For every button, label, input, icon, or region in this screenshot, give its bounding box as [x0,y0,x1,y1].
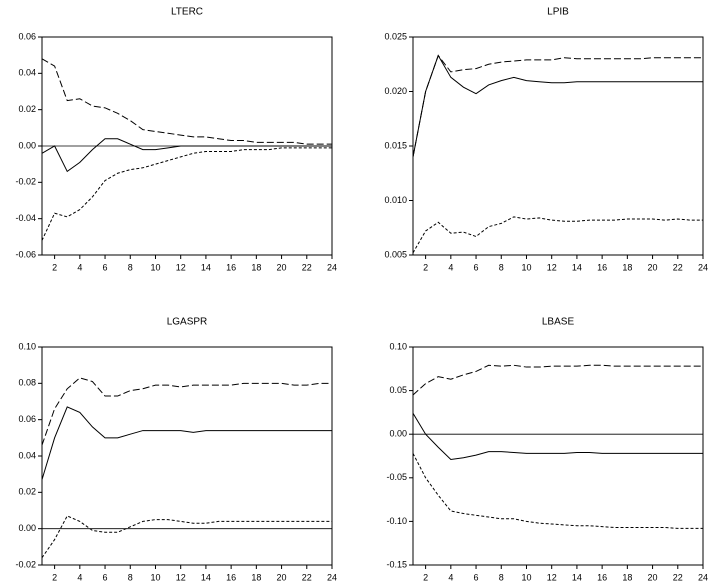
x-tick-label: 14 [201,262,211,272]
x-tick-label: 16 [597,262,607,272]
x-tick-label: 12 [547,262,557,272]
y-tick-label: 0.010 [384,195,407,205]
x-tick-label: 12 [176,262,186,272]
x-tick-label: 18 [622,572,632,582]
panel: LTERC-0.06-0.04-0.020.000.020.040.062 4 6 8… [15,7,337,273]
x-tick-label: 6 [103,262,108,272]
series-line [41,377,332,446]
plot-frame [412,36,704,256]
panel-title: LBASE [542,317,575,328]
y-tick-label: 0.04 [18,450,36,460]
x-tick-label: 4 [448,572,453,582]
panel: LGASPR-0.020.000.020.040.060.080.102 4 6 8 1… [15,317,337,583]
y-tick-label: 0.00 [389,429,407,439]
series-line [412,54,703,157]
series-line [41,406,332,480]
x-tick-label: 8 [128,572,133,582]
y-tick-label: -0.02 [15,177,36,187]
series-line [412,453,703,529]
x-tick-label: 8 [499,262,504,272]
y-tick-label: 0.08 [18,378,36,388]
x-tick-label: 14 [572,262,582,272]
x-tick-label: 6 [474,572,479,582]
x-tick-label: 14 [201,572,211,582]
x-tick-label: 2 [52,262,57,272]
x-tick-label: 4 [77,572,82,582]
x-tick-label: 18 [251,262,261,272]
panel-title: LTERC [171,7,203,18]
x-tick-label: 16 [226,262,236,272]
x-tick-label: 10 [521,572,531,582]
x-tick-label: 12 [176,572,186,582]
x-tick-label: 14 [572,572,582,582]
x-tick-label: 22 [302,572,312,582]
series-line [41,147,332,241]
series-line [412,54,703,157]
x-tick-label: 24 [698,262,708,272]
x-tick-label: 10 [150,572,160,582]
x-tick-label: 16 [597,572,607,582]
y-tick-label: 0.02 [18,487,36,497]
y-tick-label: -0.10 [386,516,407,526]
x-tick-label: 2 [423,262,428,272]
series-line [412,413,703,461]
x-tick-label: 20 [648,572,658,582]
x-tick-label: 2 [52,572,57,582]
panel: LBASE-0.15-0.10-0.050.000.050.102 4 6 8 10 12… [386,317,708,583]
y-tick-label: 0.00 [18,140,36,150]
x-tick-label: 24 [327,572,337,582]
series-line [412,216,703,254]
x-tick-label: 18 [622,262,632,272]
x-tick-label: 22 [302,262,312,272]
x-tick-label: 20 [277,572,287,582]
x-tick-label: 2 [423,572,428,582]
series-line [41,515,332,559]
y-tick-label: 0.025 [384,31,407,41]
y-tick-label: -0.04 [15,213,36,223]
y-tick-label: 0.02 [18,104,36,114]
x-tick-label: 22 [673,572,683,582]
panel-title: LGASPR [167,317,208,328]
series-line [412,364,703,396]
series-line [41,58,332,145]
y-tick-label: -0.05 [386,472,407,482]
y-tick-label: 0.00 [18,523,36,533]
x-tick-label: 12 [547,572,557,582]
plot-frame [412,346,704,566]
x-tick-label: 10 [150,262,160,272]
x-tick-label: 24 [698,572,708,582]
x-tick-label: 22 [673,262,683,272]
y-tick-label: 0.005 [384,249,407,259]
x-tick-label: 10 [521,262,531,272]
x-tick-label: 8 [499,572,504,582]
x-tick-label: 4 [77,262,82,272]
y-tick-label: -0.06 [15,249,36,259]
x-tick-label: 4 [448,262,453,272]
y-tick-label: 0.015 [384,140,407,150]
y-tick-label: -0.02 [15,559,36,569]
x-tick-label: 24 [327,262,337,272]
y-tick-label: 0.020 [384,86,407,96]
y-tick-label: 0.05 [389,385,407,395]
x-tick-label: 16 [226,572,236,582]
y-tick-label: 0.10 [389,341,407,351]
panel-title: LPIB [547,7,569,18]
y-tick-label: 0.06 [18,31,36,41]
x-tick-label: 6 [474,262,479,272]
y-tick-label: 0.10 [18,341,36,351]
x-tick-label: 8 [128,262,133,272]
x-tick-label: 6 [103,572,108,582]
y-tick-label: 0.06 [18,414,36,424]
series-line [41,138,332,173]
x-tick-label: 20 [277,262,287,272]
x-tick-label: 20 [648,262,658,272]
x-tick-label: 18 [251,572,261,582]
y-tick-label: 0.04 [18,68,36,78]
y-tick-label: -0.15 [386,559,407,569]
